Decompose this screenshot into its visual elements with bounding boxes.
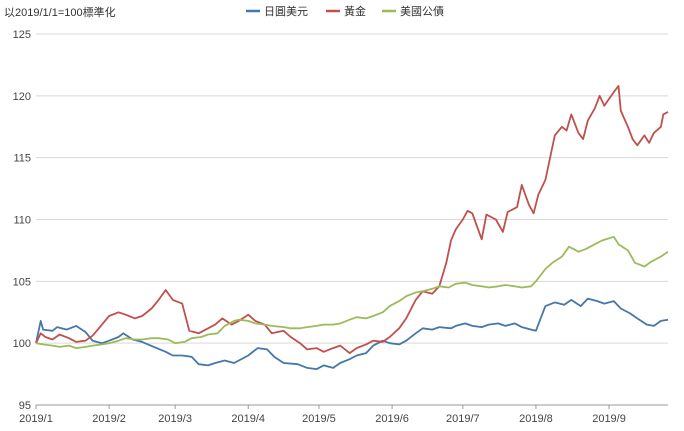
series-line-1 <box>35 85 669 355</box>
legend-label-2: 美國公債 <box>400 4 444 18</box>
series-lines <box>35 85 669 371</box>
legend: 日圓美元 黃金 美國公債 <box>246 4 444 18</box>
gridlines <box>36 33 668 344</box>
x-tick-label: 2019/5 <box>302 413 336 425</box>
x-tick-label: 2019/9 <box>592 413 626 425</box>
chart-note: 以2019/1/1=100標準化 <box>4 5 116 19</box>
legend-label-0: 日圓美元 <box>264 5 308 18</box>
series-line-0 <box>35 297 669 371</box>
y-tick-label: 125 <box>13 29 31 41</box>
x-axis: 2019/1 2019/2 2019/3 2019/4 2019/5 2019/6 2019… <box>19 404 668 425</box>
y-tick-label: 105 <box>13 276 31 288</box>
y-tick-label: 120 <box>13 91 31 103</box>
y-tick-label: 100 <box>13 338 31 350</box>
y-tick-label: 115 <box>13 153 31 165</box>
x-tick-label: 2019/8 <box>519 413 553 425</box>
x-tick-label: 2019/7 <box>446 413 480 425</box>
series-line-2 <box>35 235 669 350</box>
y-tick-label: 110 <box>13 215 31 227</box>
legend-label-1: 黃金 <box>344 4 366 18</box>
x-tick-label: 2019/3 <box>158 413 192 425</box>
y-axis: 95 100 105 110 115 120 125 <box>13 29 31 412</box>
x-tick-label: 2019/6 <box>375 413 409 425</box>
x-tick-label: 2019/4 <box>231 413 265 425</box>
x-tick-label: 2019/2 <box>92 413 126 425</box>
x-tick-label: 2019/1 <box>19 413 53 425</box>
y-tick-label: 95 <box>19 400 31 412</box>
